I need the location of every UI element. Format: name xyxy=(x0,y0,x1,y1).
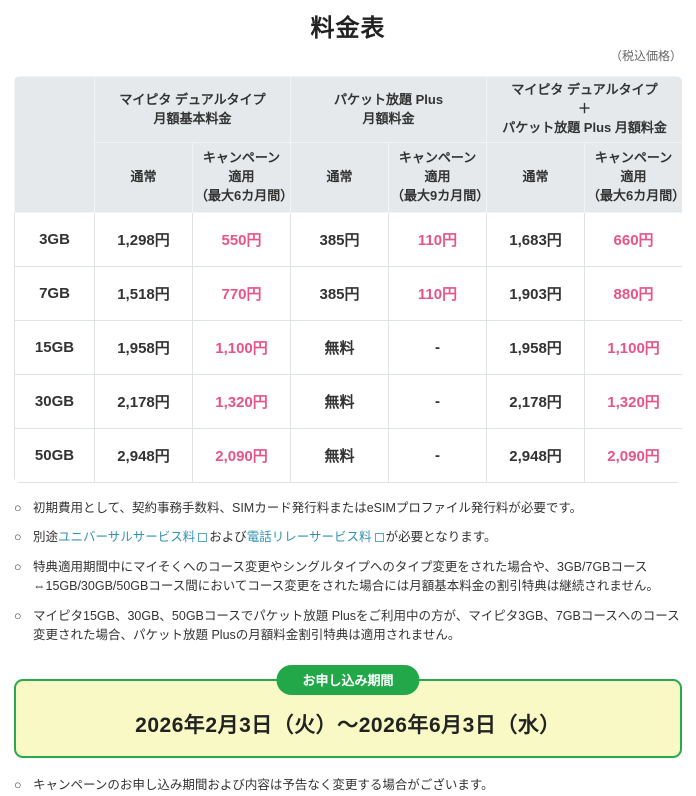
normal-price-cell: 無料 xyxy=(290,374,390,429)
universal-service-fee-link[interactable]: ユニバーサルサービス料 xyxy=(58,530,196,545)
column-group-packet-plus: パケット放題 Plus 月額料金 xyxy=(290,76,488,143)
note-bullet: ○ xyxy=(14,559,22,574)
table-row: 7GB 1,518円 770円 385円 110円 1,903円 880円 xyxy=(14,266,682,321)
campaign-price-cell: 550円 xyxy=(191,212,292,267)
normal-price-cell: 無料 xyxy=(290,428,390,483)
note-additional-fees: ○ 別途ユニバーサルサービス料 および電話リレーサービス料 が必要となります。 xyxy=(14,528,682,547)
note-campaign-change: ○ キャンペーンのお申し込み期間および内容は予告なく変更する場合がございます。 xyxy=(14,776,682,795)
note-bullet: ○ xyxy=(14,501,22,515)
note-bullet: ○ xyxy=(14,530,22,545)
campaign-price-cell: - xyxy=(388,374,488,429)
normal-price-cell: 1,958円 xyxy=(94,320,193,375)
note-packet-discount: ○ マイピタ15GB、30GB、50GBコースでパケット放題 Plusをご利用中… xyxy=(14,607,682,646)
subheader-normal-1: 通常 xyxy=(94,142,193,213)
row-label: 50GB xyxy=(14,428,95,483)
phone-relay-service-fee-link[interactable]: 電話リレーサービス料 xyxy=(246,530,372,545)
normal-price-cell: 1,683円 xyxy=(486,212,586,267)
campaign-price-cell: 660円 xyxy=(584,212,682,267)
application-period-section: お申し込み期間 2026年2月3日（火）～2026年6月3日（水） xyxy=(14,665,682,759)
subheader-campaign-3: キャンペーン 適用 （最大6カ月間） xyxy=(584,142,682,213)
page-title: 料金表 xyxy=(310,15,386,42)
notes-section: ○ 初期費用として、契約事務手数料、SIMカード発行料またはeSIMプロファイル… xyxy=(14,499,682,645)
note-text: キャンペーンのお申し込み期間および内容は予告なく変更する場合がございます。 xyxy=(33,778,494,793)
application-period-dates: 2026年2月3日（火）～2026年6月3日（水） xyxy=(135,713,561,737)
note-text: マイピタ15GB、30GB、50GBコースでパケット放題 Plusをご利用中の方… xyxy=(33,608,680,642)
note2-middle: および xyxy=(209,530,247,545)
normal-price-cell: 385円 xyxy=(290,212,390,267)
normal-price-cell: 無料 xyxy=(290,320,390,375)
campaign-price-cell: - xyxy=(388,320,488,375)
subheader-normal-2: 通常 xyxy=(290,142,390,213)
campaign-price-cell: 1,320円 xyxy=(191,374,292,429)
note-initial-fees: ○ 初期費用として、契約事務手数料、SIMカード発行料またはeSIMプロファイル… xyxy=(14,499,682,518)
table-row: 3GB 1,298円 550円 385円 110円 1,683円 660円 xyxy=(14,212,682,267)
normal-price-cell: 2,948円 xyxy=(94,428,193,483)
campaign-price-cell: 770円 xyxy=(191,266,292,321)
note-bullet: ○ xyxy=(14,608,22,623)
tax-included-note: （税込価格） xyxy=(609,49,682,63)
campaign-price-cell: - xyxy=(388,428,488,483)
normal-price-cell: 1,298円 xyxy=(94,212,193,267)
note2-suffix: が必要となります。 xyxy=(385,530,497,545)
row-label: 15GB xyxy=(14,320,95,375)
normal-price-cell: 1,518円 xyxy=(94,266,193,321)
row-label: 30GB xyxy=(14,374,95,429)
normal-price-cell: 385円 xyxy=(290,266,390,321)
note-text: 別途ユニバーサルサービス料 および電話リレーサービス料 が必要となります。 xyxy=(33,528,682,547)
table-row: 50GB 2,948円 2,090円 無料 -2,948円 2,090円 xyxy=(14,428,682,483)
note-course-change: ○ 特典適用期間中にマイそくへのコース変更やシングルタイプへのタイプ変更をされた… xyxy=(14,558,682,597)
row-label: 7GB xyxy=(14,266,95,321)
footer-note-section: ○ キャンペーンのお申し込み期間および内容は予告なく変更する場合がございます。 xyxy=(14,776,682,795)
column-group-mypita-base: マイピタ デュアルタイプ 月額基本料金 xyxy=(93,76,292,143)
price-table-body: 3GB 1,298円 550円 385円 110円 1,683円 660円 7GB 1,518円… xyxy=(14,212,682,483)
subheader-campaign-2: キャンペーン 適用 （最大9カ月間） xyxy=(388,142,489,213)
normal-price-cell: 2,178円 xyxy=(94,374,193,429)
subheader-campaign-1: キャンペーン 適用 （最大6カ月間） xyxy=(191,142,293,213)
campaign-price-cell: 110円 xyxy=(388,212,488,267)
external-link-icon xyxy=(198,533,208,543)
campaign-price-cell: 2,090円 xyxy=(584,428,682,483)
campaign-price-cell: 110円 xyxy=(388,266,488,321)
normal-price-cell: 1,958円 xyxy=(486,320,586,375)
campaign-price-cell: 880円 xyxy=(584,266,682,321)
external-link-icon xyxy=(374,533,384,543)
price-table-wrapper: マイピタ デュアルタイプ 月額基本料金 パケット放題 Plus 月額料金 マイピ… xyxy=(14,76,682,483)
subheader-normal-3: 通常 xyxy=(486,142,586,213)
row-label: 3GB xyxy=(14,212,95,267)
note-text: 初期費用として、契約事務手数料、SIMカード発行料またはeSIMプロファイル発行… xyxy=(33,501,583,515)
campaign-price-cell: 1,100円 xyxy=(191,320,292,375)
page: 料金表 （税込価格） マイピタ デュアルタイプ 月額基本料金 パケット放題 Pl… xyxy=(0,8,696,796)
price-table: マイピタ デュアルタイプ 月額基本料金 パケット放題 Plus 月額料金 マイピ… xyxy=(14,76,682,483)
table-corner-cell xyxy=(14,76,95,213)
normal-price-cell: 2,948円 xyxy=(486,428,586,483)
campaign-price-cell: 1,320円 xyxy=(584,374,682,429)
campaign-price-cell: 2,090円 xyxy=(191,428,292,483)
normal-price-cell: 2,178円 xyxy=(486,374,586,429)
note-text: 特典適用期間中にマイそくへのコース変更やシングルタイプへのタイプ変更をされた場合… xyxy=(33,559,659,594)
application-period-badge: お申し込み期間 xyxy=(276,665,420,696)
campaign-price-cell: 1,100円 xyxy=(584,320,682,375)
table-row: 15GB 1,958円 1,100円 無料 -1,958円 1,100円 xyxy=(14,320,682,375)
column-group-combined: マイピタ デュアルタイプ ＋ パケット放題 Plus 月額料金 xyxy=(486,76,682,143)
normal-price-cell: 1,903円 xyxy=(486,266,586,321)
note2-prefix: 別途 xyxy=(33,530,59,545)
table-row: 30GB 2,178円 1,320円 無料 -2,178円 1,320円 xyxy=(14,374,682,429)
note-bullet: ○ xyxy=(14,778,22,793)
